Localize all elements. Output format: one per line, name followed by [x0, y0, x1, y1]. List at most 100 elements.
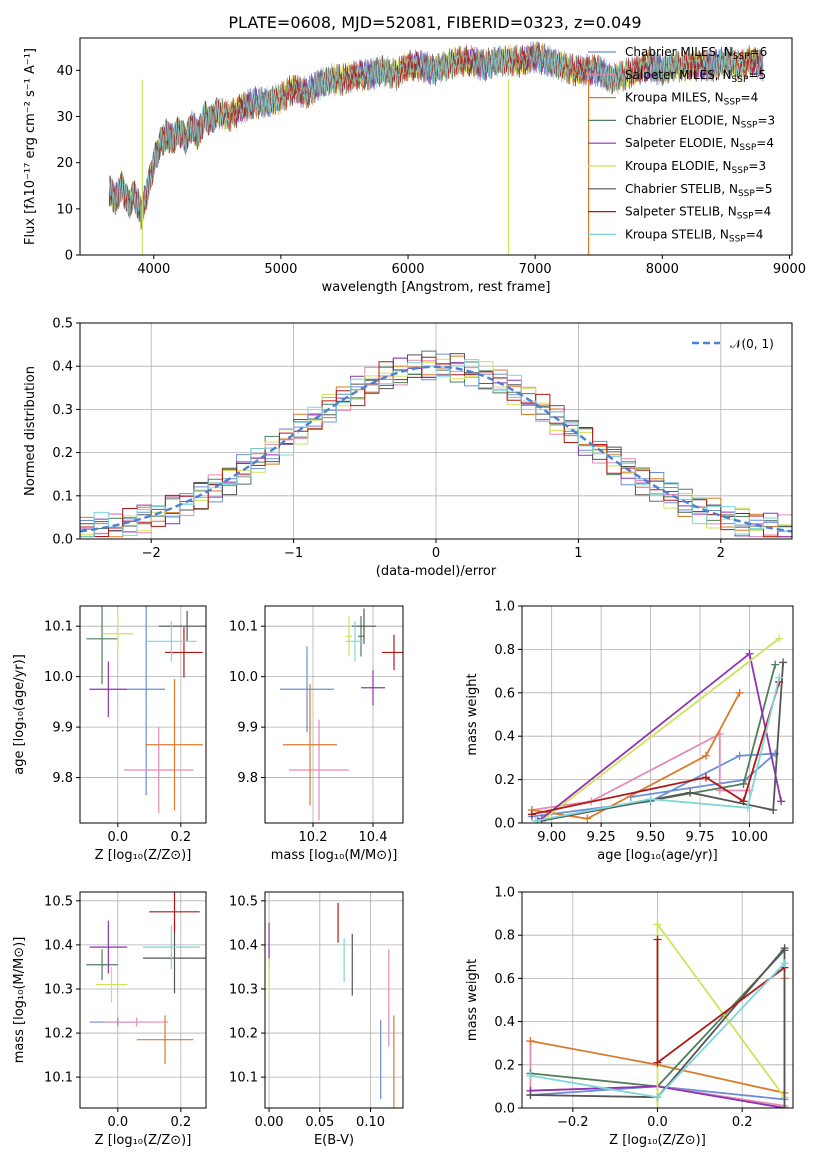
x-axis-label: Z [log₁₀(Z/Z⊙)] [95, 848, 192, 863]
legend-label: Salpeter MILES, NSSP=5 [625, 68, 766, 85]
weight-line [531, 692, 741, 820]
legend-value: =3 [757, 113, 775, 127]
weight-marker [526, 1091, 535, 1100]
axes-frame [264, 891, 404, 1109]
weight-marker [743, 803, 752, 812]
x-tick-label: 10.00 [731, 830, 768, 845]
axes-frame [79, 891, 207, 1109]
legend-value: =4 [746, 227, 764, 241]
y-tick-label: 0.4 [494, 730, 515, 745]
histogram-step [80, 359, 792, 538]
legend-label: Chabrier STELIB, NSSP=5 [625, 182, 773, 199]
legend-value: =5 [748, 68, 766, 82]
x-tick-label: 0.2 [170, 1115, 191, 1130]
weight-marker [653, 1093, 662, 1102]
y-tick-label: 1.0 [494, 886, 515, 901]
panel-age-vs-Z: 0.0 0.2 9.8 9.9 10.0 10.1 Z [log₁₀(Z/Z⊙)] age [… [12, 605, 207, 863]
x-axis-label: Z [log₁₀(Z/Z⊙)] [609, 1133, 706, 1148]
figure-title: PLATE=0608, MJD=52081, FIBERID=0323, z=0… [228, 13, 641, 32]
y-tick-label: 10.1 [229, 620, 258, 635]
weight-marker [775, 673, 784, 682]
legend-value: =3 [748, 159, 766, 173]
panel-spectrum: 4000 5000 6000 7000 8000 9000 0 10 20 30 40 wavelen… [23, 37, 806, 295]
x-tick-label: 0.0 [107, 830, 128, 845]
x-tick-label: −1 [284, 546, 303, 561]
weight-marker [771, 660, 780, 669]
legend-subscript: SSP [738, 189, 755, 199]
x-axis-label: Z [log₁₀(Z/Z⊙)] [95, 1133, 192, 1148]
weight-line [656, 939, 786, 1065]
legend-subscript: SSP [732, 166, 749, 176]
legend-subscript: SSP [737, 212, 754, 222]
y-tick-label: 30 [56, 110, 73, 125]
y-tick-label: 10.0 [44, 670, 73, 685]
y-tick-label: 10.0 [229, 670, 258, 685]
plot-area [280, 608, 403, 821]
legend-label: Chabrier ELODIE, NSSP=3 [625, 113, 775, 130]
y-tick-label: 10.5 [229, 894, 258, 909]
plot-area [108, 41, 764, 255]
weight-marker [653, 1104, 662, 1108]
plot-area [86, 892, 206, 1064]
legend-subscript: SSP [741, 120, 758, 130]
weight-marker [653, 935, 662, 944]
legend-label: Salpeter ELODIE, NSSP=4 [625, 136, 774, 153]
x-tick-label: 0.05 [305, 1115, 334, 1130]
panel-mass-vs-Z: 0.0 0.2 10.1 10.2 10.3 10.4 10.5 Z [log₁₀(Z/Z⊙)… [12, 891, 207, 1148]
plot-area [527, 634, 788, 823]
legend-value: =4 [756, 136, 774, 150]
axes-frame [521, 891, 794, 1109]
y-axis-label: mass weight [465, 673, 480, 755]
legend-subscript: SSP [724, 98, 741, 108]
y-tick-label: 0 [65, 249, 73, 264]
spectrum-line [108, 43, 764, 222]
x-tick-label: 0.0 [647, 1115, 668, 1130]
weight-line [531, 681, 781, 816]
y-tick-label: 0.0 [494, 1102, 515, 1117]
x-axis-label: age [log₁₀(age/yr)] [597, 848, 718, 863]
y-tick-label: 0.6 [494, 972, 515, 987]
y-axis-label: mass [log₁₀(M/M⊙)] [12, 937, 27, 1064]
y-tick-label: 0.8 [494, 929, 515, 944]
x-tick-label: 8000 [646, 262, 679, 277]
weight-marker [653, 920, 662, 929]
axes-frame [79, 605, 207, 824]
x-tick-label: 0.10 [356, 1115, 385, 1130]
x-axis-label: mass [log₁₀(M/M⊙)] [271, 848, 398, 863]
weight-marker [745, 649, 754, 658]
x-tick-label: 9.50 [636, 830, 665, 845]
weight-line [530, 945, 786, 1108]
y-tick-label: 10.4 [229, 938, 258, 953]
y-tick-label: 10.1 [44, 1071, 73, 1086]
panel-weight-vs-Z: −0.2 0.0 0.2 0.0 0.2 0.4 0.6 0.8 1.0 Z [log₁₀(Z/Z… [465, 886, 794, 1148]
x-tick-label: 9.25 [587, 830, 616, 845]
x-axis-label: wavelength [Angstrom, rest frame] [322, 280, 551, 295]
x-tick-label: −0.2 [557, 1115, 589, 1130]
weight-marker [735, 751, 744, 760]
histogram-step [80, 353, 792, 538]
weight-marker [526, 1071, 535, 1080]
weight-marker [777, 797, 786, 806]
y-tick-label: 10.1 [44, 620, 73, 635]
x-axis-label: (data-model)/error [376, 564, 497, 579]
y-tick-label: 0.3 [52, 403, 73, 418]
weight-line [541, 662, 784, 822]
y-tick-label: 10.3 [44, 982, 73, 997]
x-tick-label: 9000 [773, 262, 806, 277]
legend-value: =5 [755, 182, 773, 196]
legend-label: Salpeter STELIB, NSSP=4 [625, 205, 771, 222]
y-tick-label: 10.4 [44, 938, 73, 953]
legend-subscript: SSP [739, 143, 756, 153]
panel-residuals: −2 −1 0 1 2 0.0 0.1 0.2 0.3 0.4 0.5 (data-model)/er… [23, 317, 793, 579]
legend-subscript: SSP [732, 75, 749, 85]
y-tick-label: 0.2 [494, 773, 515, 788]
weight-marker [526, 1037, 535, 1046]
x-tick-label: 10.2 [299, 830, 328, 845]
y-tick-label: 9.9 [52, 721, 73, 736]
legend-label: Kroupa ELODIE, NSSP=3 [625, 159, 766, 176]
y-tick-label: 0.4 [52, 360, 73, 375]
histogram-step [80, 356, 792, 538]
y-tick-label: 10.1 [229, 1071, 258, 1086]
x-tick-label: 0.0 [107, 1115, 128, 1130]
